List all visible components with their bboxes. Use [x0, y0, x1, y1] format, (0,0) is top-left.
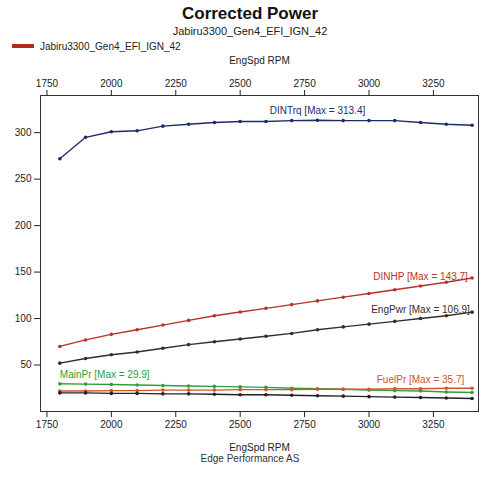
svg-text:3000: 3000 [358, 419, 381, 430]
svg-text:100: 100 [15, 313, 32, 324]
svg-text:300: 300 [15, 127, 32, 138]
svg-text:DINHP [Max = 143.7]: DINHP [Max = 143.7] [373, 271, 468, 282]
svg-text:2250: 2250 [165, 419, 188, 430]
svg-text:2750: 2750 [293, 419, 316, 430]
html-text:Corrected Power: Corrected Power [182, 4, 318, 23]
svg-text:2500: 2500 [229, 78, 252, 89]
svg-text:EngSpd RPM: EngSpd RPM [229, 442, 290, 453]
svg-text:2000: 2000 [100, 419, 123, 430]
svg-text:EngSpd RPM: EngSpd RPM [229, 55, 290, 66]
svg-text:200: 200 [15, 220, 32, 231]
svg-text:2750: 2750 [293, 78, 316, 89]
svg-text:3000: 3000 [358, 78, 381, 89]
html-text:Jabiru3300_Gen4_EFI_IGN_42: Jabiru3300_Gen4_EFI_IGN_42 [40, 40, 181, 52]
svg-text:DINTrq [Max = 313.4]: DINTrq [Max = 313.4] [270, 105, 366, 116]
svg-text:2000: 2000 [100, 78, 123, 89]
svg-text:1750: 1750 [36, 419, 59, 430]
svg-text:50: 50 [20, 359, 32, 370]
html-text:Edge Performance AS: Edge Performance AS [200, 453, 300, 464]
svg-text:FuelPr [Max = 35.7]: FuelPr [Max = 35.7] [377, 374, 465, 385]
svg-text:150: 150 [15, 266, 32, 277]
svg-text:250: 250 [15, 173, 32, 184]
html-text:Jabiru3300_Gen4_EFI_IGN_42: Jabiru3300_Gen4_EFI_IGN_42 [172, 25, 328, 37]
svg-text:2500: 2500 [229, 419, 252, 430]
svg-text:2250: 2250 [165, 78, 188, 89]
svg-text:EngPwr [Max = 106.9]: EngPwr [Max = 106.9] [371, 304, 470, 315]
svg-text:3250: 3250 [422, 419, 445, 430]
svg-text:3250: 3250 [422, 78, 445, 89]
svg-text:1750: 1750 [36, 78, 59, 89]
svg-text:MainPr [Max = 29.9]: MainPr [Max = 29.9] [60, 369, 150, 380]
